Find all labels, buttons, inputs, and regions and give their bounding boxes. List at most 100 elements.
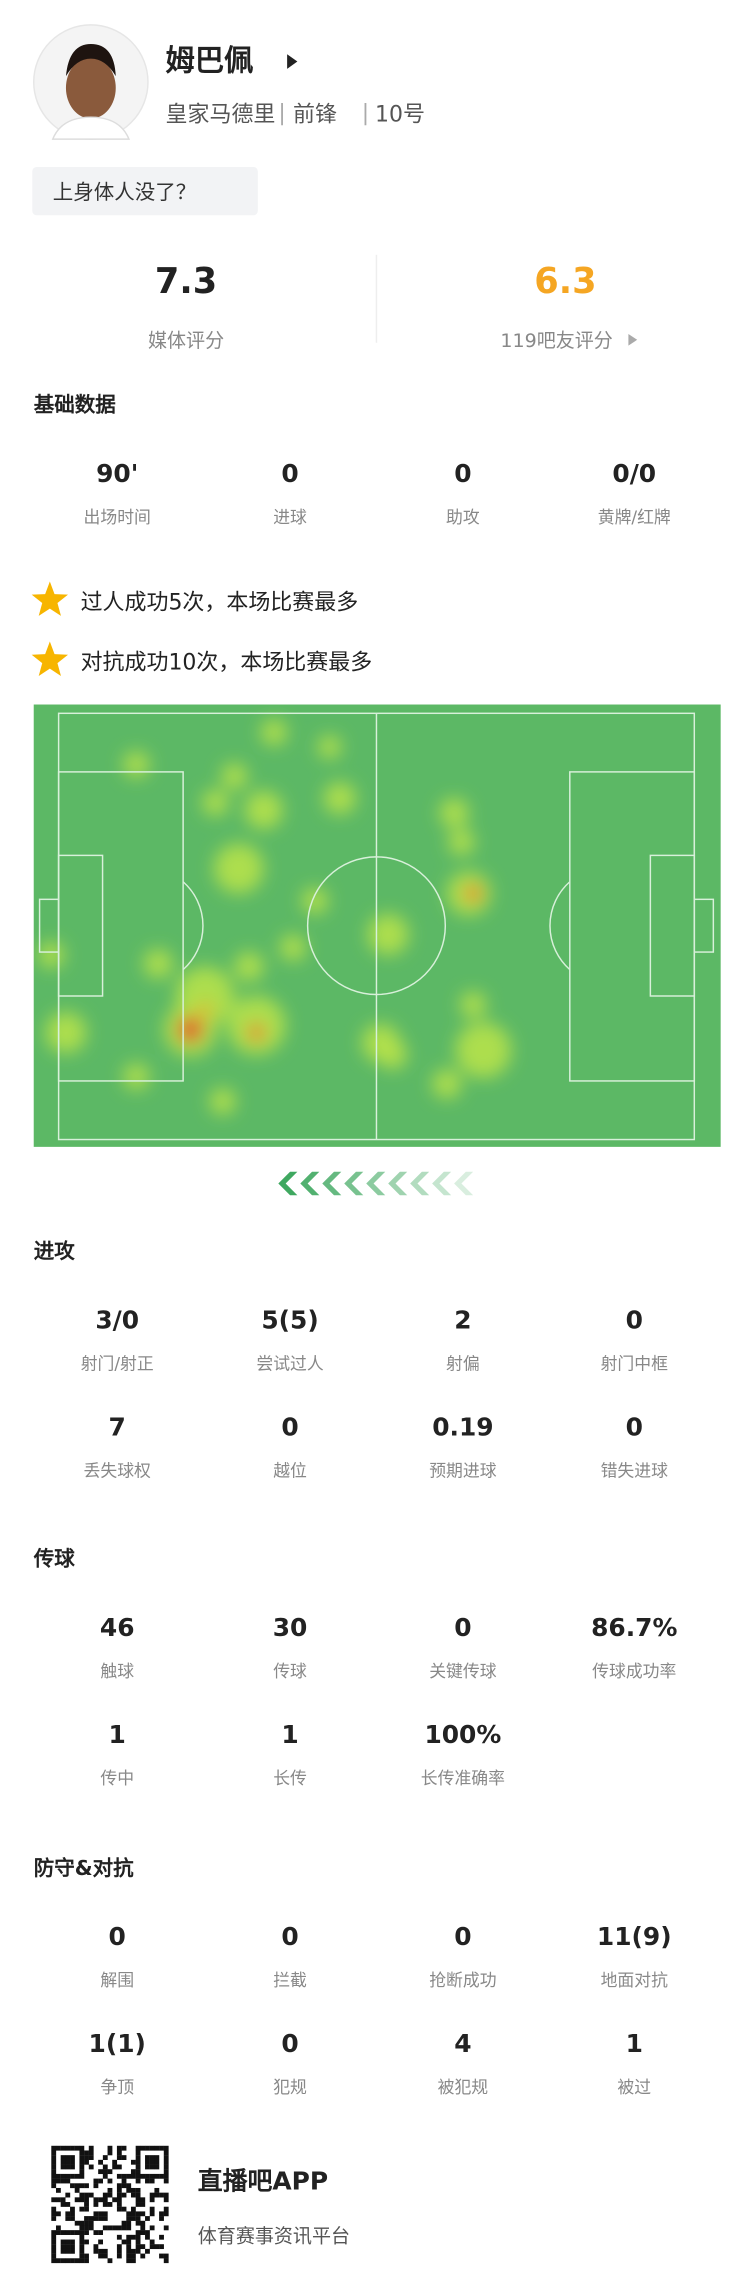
chevron (344, 1171, 364, 1196)
qr-module (135, 2159, 141, 2165)
qr-module (51, 2159, 57, 2165)
qr-module (55, 2197, 61, 2203)
stat-label: 射偏 (446, 1353, 480, 1373)
qr-module (51, 2234, 57, 2240)
qr-module (98, 2230, 104, 2235)
fan-rating-label[interactable]: 119吧友评分 (500, 330, 612, 352)
qr-module (70, 2164, 75, 2170)
qr-module (121, 2183, 127, 2189)
qr-module (60, 2159, 66, 2165)
heat-blob (279, 934, 307, 961)
qr-module (84, 2216, 89, 2221)
qr-module (70, 2155, 75, 2160)
qr-module (135, 2239, 141, 2245)
heat-blob (301, 887, 329, 914)
qr-module (88, 2192, 94, 2198)
qr-module (135, 2216, 141, 2221)
heat-blob (459, 991, 487, 1018)
qr-module (149, 2211, 155, 2217)
qr-module (159, 2211, 164, 2217)
heat-blob (213, 843, 264, 894)
qr-module (79, 2197, 85, 2203)
qr-module (74, 2220, 80, 2226)
avatar-face (65, 57, 116, 119)
qr-module (79, 2169, 85, 2175)
stat-value: 1 (281, 1720, 298, 1749)
qr-module (135, 2230, 141, 2235)
qr-module (65, 2244, 71, 2250)
qr-module (135, 2192, 141, 2198)
qr-module (79, 2150, 85, 2156)
heat-core (464, 884, 482, 903)
qr-module (145, 2155, 150, 2160)
qr-module (107, 2225, 113, 2231)
stat-value: 0/0 (612, 459, 656, 488)
qr-module (88, 2220, 94, 2226)
qr-module (135, 2169, 141, 2175)
star-icon (31, 641, 68, 676)
qr-module (102, 2253, 108, 2259)
stat-label: 争顶 (100, 2077, 134, 2097)
qr-module (51, 2164, 57, 2170)
app-name: 直播吧APP (198, 2167, 328, 2196)
qr-module (102, 2211, 108, 2217)
qr-module (60, 2197, 66, 2203)
qr-module (93, 2183, 99, 2189)
qr-module (70, 2244, 75, 2250)
qr-module (55, 2178, 61, 2184)
qr-module (70, 2258, 75, 2264)
heat-blob (143, 949, 173, 979)
qr-module (116, 2173, 122, 2179)
qr-module (121, 2145, 127, 2151)
qr-module (154, 2164, 160, 2170)
qr-module (79, 2159, 85, 2165)
qr-module (93, 2248, 99, 2254)
highlight: 对抗成功10次，本场比赛最多 (81, 650, 373, 675)
stat-label: 传中 (100, 1768, 134, 1788)
qr-module (79, 2206, 85, 2212)
qr-module (65, 2178, 71, 2184)
qr-module (102, 2173, 108, 2179)
qr-module (65, 2230, 71, 2235)
qr-module (102, 2216, 108, 2221)
heat-blob (221, 763, 248, 790)
qr-module (74, 2197, 80, 2203)
qr-module (102, 2202, 108, 2207)
qr-module (65, 2248, 71, 2254)
position: 前锋 (293, 103, 337, 128)
qr-module (51, 2150, 57, 2156)
qr-module (60, 2239, 66, 2245)
qr-module (121, 2225, 127, 2231)
stat-value: 11(9) (597, 1922, 672, 1951)
stat-label: 射门/射正 (81, 1353, 154, 1373)
stat-label: 传球成功率 (592, 1661, 676, 1681)
player-name[interactable]: 姆巴佩 (166, 43, 254, 77)
qr-module (135, 2150, 141, 2156)
qr-module (102, 2155, 108, 2160)
stat-value: 0 (281, 459, 298, 488)
qr-module (79, 2192, 85, 2198)
heatmap (33, 704, 721, 1147)
stat-value: 0 (109, 1922, 126, 1951)
qr-module (107, 2202, 113, 2207)
separator: | (278, 101, 285, 126)
qr-module (135, 2234, 141, 2240)
qr-module (116, 2150, 122, 2156)
stat-value: 86.7% (591, 1613, 677, 1642)
qr-module (140, 2197, 146, 2203)
qr-module (163, 2211, 169, 2217)
qr-module (84, 2202, 89, 2207)
qr-module (121, 2155, 127, 2160)
heat-blob (367, 913, 409, 955)
qr-module (51, 2248, 57, 2254)
qr-module (70, 2183, 75, 2189)
qr-module (79, 2155, 85, 2160)
qr-module (121, 2173, 127, 2179)
chevron (366, 1171, 386, 1196)
qr-module (116, 2244, 122, 2250)
qr-module (121, 2192, 127, 2198)
qr-module (130, 2187, 136, 2193)
qr-module (135, 2197, 141, 2203)
qr-module (102, 2169, 108, 2175)
stat-value: 1 (626, 2029, 643, 2058)
